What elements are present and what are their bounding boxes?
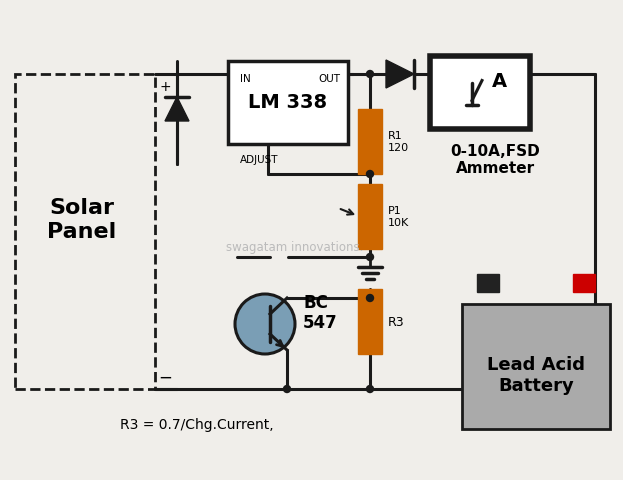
Bar [462, 304, 610, 429]
Circle shape [366, 386, 374, 393]
Bar [228, 62, 348, 144]
Circle shape [366, 72, 374, 78]
Text: Lead Acid
Battery: Lead Acid Battery [487, 355, 585, 394]
Text: OUT: OUT [318, 74, 340, 84]
Text: Solar
Panel: Solar Panel [47, 198, 117, 241]
Text: R3: R3 [388, 315, 404, 328]
Polygon shape [386, 61, 414, 89]
Bar [358, 289, 382, 354]
Text: −: − [158, 368, 172, 386]
Text: LM 338: LM 338 [249, 93, 328, 112]
Bar [15, 75, 155, 389]
Text: 0-10A,FSD
Ammeter: 0-10A,FSD Ammeter [450, 144, 540, 176]
Text: +: + [159, 80, 171, 94]
Circle shape [366, 295, 374, 302]
Circle shape [283, 386, 290, 393]
Polygon shape [165, 98, 189, 122]
Circle shape [235, 294, 295, 354]
Text: A: A [492, 72, 507, 91]
Text: P1
10K: P1 10K [388, 206, 409, 228]
Text: swagatam innovations.: swagatam innovations. [226, 241, 364, 254]
Bar [477, 275, 499, 292]
Bar [430, 57, 530, 130]
Text: BC
547: BC 547 [303, 293, 338, 332]
Circle shape [366, 254, 374, 261]
Text: R1
120: R1 120 [388, 131, 409, 153]
Text: ADJUST: ADJUST [240, 155, 278, 165]
Bar [358, 185, 382, 250]
Circle shape [366, 171, 374, 178]
Bar [358, 110, 382, 175]
Bar [573, 275, 595, 292]
Text: IN: IN [240, 74, 250, 84]
Text: R3 = 0.7/Chg.Current,: R3 = 0.7/Chg.Current, [120, 417, 273, 431]
